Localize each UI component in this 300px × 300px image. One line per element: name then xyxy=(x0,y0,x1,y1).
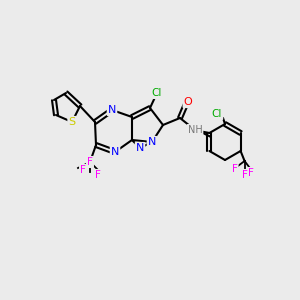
Text: N: N xyxy=(108,105,116,115)
Text: F: F xyxy=(232,164,238,174)
Text: F: F xyxy=(87,157,93,167)
Text: NH: NH xyxy=(188,125,202,135)
Text: F: F xyxy=(80,165,86,175)
Text: S: S xyxy=(68,117,76,127)
Text: N: N xyxy=(136,143,144,153)
Text: N: N xyxy=(111,147,119,157)
Text: N: N xyxy=(148,137,156,147)
Text: O: O xyxy=(184,97,192,107)
Text: F: F xyxy=(95,170,101,180)
Text: Cl: Cl xyxy=(152,88,162,98)
Text: Cl: Cl xyxy=(212,109,222,119)
Text: F: F xyxy=(242,170,247,180)
Text: F: F xyxy=(248,168,254,178)
